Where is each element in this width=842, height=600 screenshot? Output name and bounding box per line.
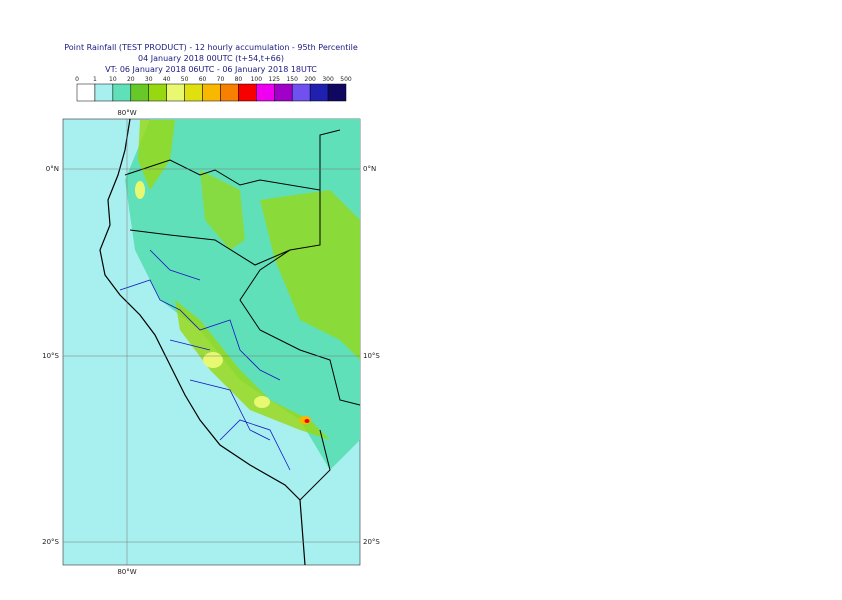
lon-label: 80°W bbox=[117, 109, 136, 117]
legend-swatch bbox=[309, 83, 329, 102]
legend-label: 30 bbox=[145, 76, 153, 83]
legend-label: 150 bbox=[286, 76, 298, 83]
subtitle: 04 January 2018 00UTC (t+54,t+66) bbox=[138, 54, 284, 63]
legend-swatch bbox=[220, 83, 239, 102]
legend-swatch bbox=[238, 83, 257, 102]
legend-label: 125 bbox=[269, 76, 281, 83]
legend-label: 1 bbox=[93, 76, 97, 83]
legend-label: 10 bbox=[109, 76, 117, 83]
title: Point Rainfall (TEST PRODUCT) - 12 hourl… bbox=[64, 43, 358, 52]
legend-label: 80 bbox=[235, 76, 243, 83]
lon-label: 80°W bbox=[117, 568, 136, 576]
legend-label: 60 bbox=[199, 76, 207, 83]
legend-label: 300 bbox=[322, 76, 334, 83]
legend-swatch bbox=[166, 83, 185, 102]
lat-label: 10°S bbox=[42, 352, 59, 360]
legend-swatch bbox=[256, 83, 275, 102]
lat-label: 0°N bbox=[363, 165, 376, 173]
legend-label: 200 bbox=[304, 76, 316, 83]
legend-label: 20 bbox=[127, 76, 135, 83]
legend-label: 500 bbox=[340, 76, 352, 83]
lat-label: 20°S bbox=[42, 538, 59, 546]
subtitle: VT: 06 January 2018 06UTC - 06 January 2… bbox=[105, 65, 317, 74]
legend-swatch bbox=[112, 83, 132, 102]
legend-swatch bbox=[274, 83, 293, 102]
legend-label: 50 bbox=[181, 76, 189, 83]
legend-swatch bbox=[148, 83, 167, 102]
legend-swatch bbox=[76, 83, 96, 102]
legend-swatch bbox=[94, 83, 114, 102]
legend-swatch bbox=[291, 83, 311, 102]
lat-label: 0°N bbox=[46, 165, 59, 173]
lat-label: 20°S bbox=[363, 538, 380, 546]
legend-swatch bbox=[184, 83, 203, 102]
legend-label: 70 bbox=[217, 76, 225, 83]
legend-label: 100 bbox=[251, 76, 263, 83]
lat-label: 10°S bbox=[363, 352, 380, 360]
legend-label: 40 bbox=[163, 76, 171, 83]
legend-swatch bbox=[202, 83, 221, 102]
map bbox=[62, 118, 361, 566]
legend-swatch bbox=[327, 83, 347, 102]
legend-label: 0 bbox=[75, 76, 79, 83]
legend-swatch bbox=[130, 83, 149, 102]
